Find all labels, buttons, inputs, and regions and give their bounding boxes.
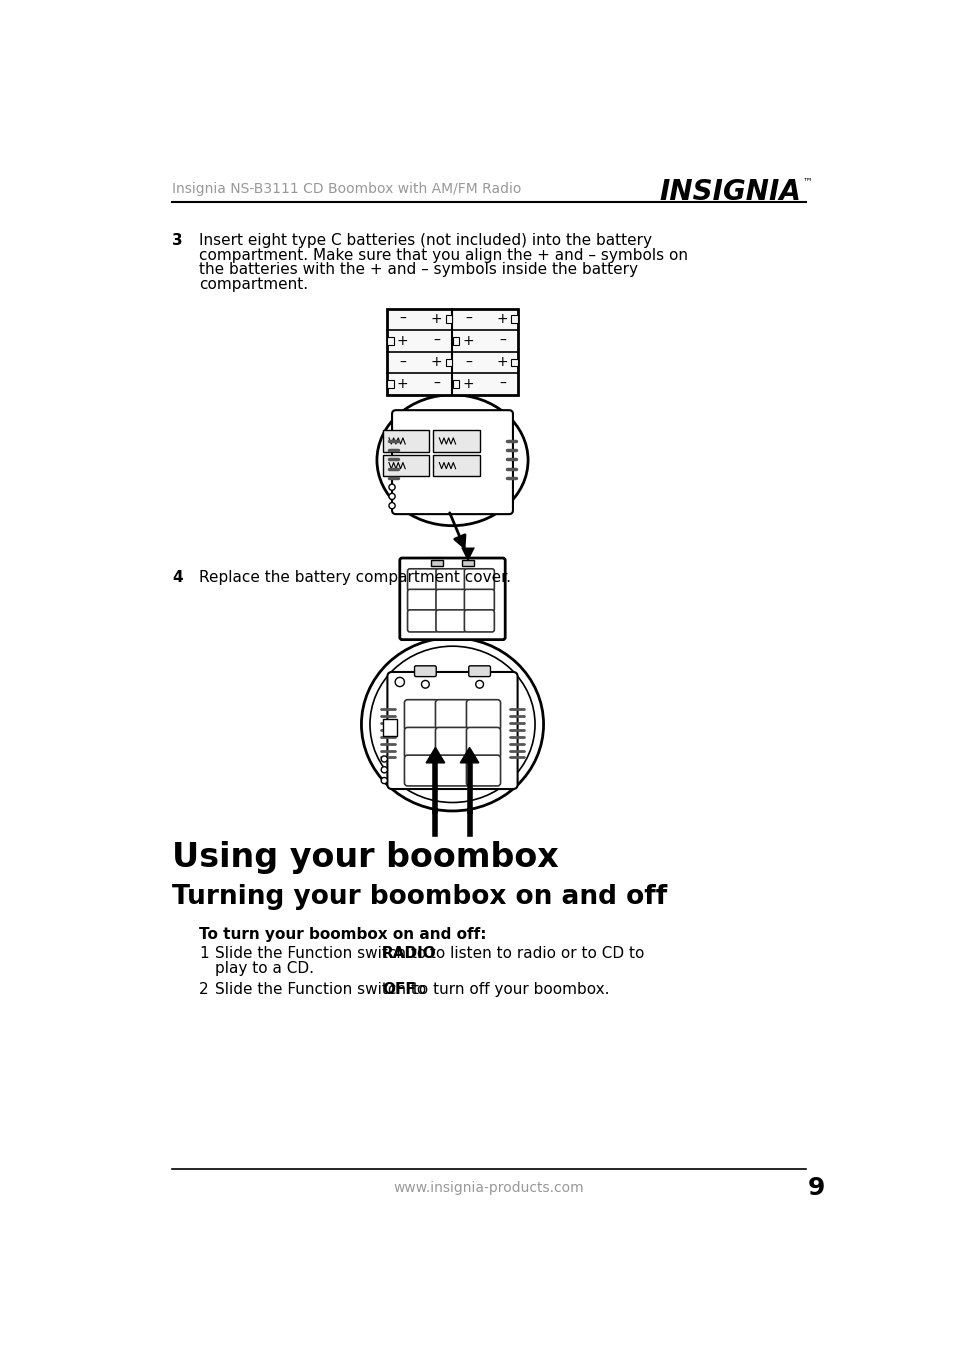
Circle shape [381,767,387,773]
FancyBboxPatch shape [407,569,437,591]
Text: 4: 4 [172,571,182,585]
FancyBboxPatch shape [466,756,500,786]
Bar [382,719,396,735]
Bar [382,454,429,476]
Text: +: + [497,312,508,326]
Bar [445,358,452,366]
FancyBboxPatch shape [436,589,465,611]
FancyBboxPatch shape [404,700,438,730]
Bar [382,430,429,452]
Text: Replace the battery compartment cover.: Replace the battery compartment cover. [199,571,511,585]
Circle shape [381,777,387,784]
Text: +: + [396,377,408,391]
FancyBboxPatch shape [404,756,438,786]
Text: –: – [498,377,505,391]
Bar [461,560,474,566]
Bar [445,315,452,323]
Text: +: + [431,312,442,326]
FancyBboxPatch shape [435,727,469,758]
FancyBboxPatch shape [407,610,437,631]
Polygon shape [426,748,444,763]
Circle shape [389,493,395,499]
Text: play to a CD.: play to a CD. [214,961,314,976]
Text: the batteries with the + and – symbols inside the battery: the batteries with the + and – symbols i… [199,262,638,277]
Text: Turning your boombox on and off: Turning your boombox on and off [172,884,666,910]
Polygon shape [459,748,478,763]
Text: Insert eight type C batteries (not included) into the battery: Insert eight type C batteries (not inclu… [199,233,652,247]
Ellipse shape [361,638,543,811]
Ellipse shape [376,395,528,526]
Bar [387,308,517,395]
Text: to turn off your boombox.: to turn off your boombox. [408,982,609,996]
Text: –: – [433,334,439,347]
FancyBboxPatch shape [435,700,469,730]
Bar [387,380,394,388]
Text: Slide the Function switch to: Slide the Function switch to [214,982,430,996]
Text: –: – [498,334,505,347]
Text: OFF: OFF [381,982,416,996]
Text: compartment.: compartment. [199,277,308,292]
FancyBboxPatch shape [466,727,500,758]
Circle shape [395,677,404,687]
Bar [433,454,479,476]
Bar [453,380,459,388]
FancyBboxPatch shape [466,700,500,730]
Circle shape [476,680,483,688]
Circle shape [421,680,429,688]
Text: 9: 9 [807,1176,824,1199]
Bar [431,560,443,566]
Text: –: – [398,312,406,326]
Text: To turn your boombox on and off:: To turn your boombox on and off: [199,927,486,942]
Bar [453,337,459,345]
Circle shape [389,484,395,491]
FancyBboxPatch shape [415,665,436,676]
Text: ™: ™ [802,177,812,187]
FancyBboxPatch shape [436,610,465,631]
Text: compartment. Make sure that you align the + and – symbols on: compartment. Make sure that you align th… [199,247,687,262]
FancyBboxPatch shape [464,589,494,611]
Text: –: – [433,377,439,391]
Text: 3: 3 [172,233,182,247]
FancyBboxPatch shape [407,589,437,611]
Bar [433,430,479,452]
Text: +: + [497,356,508,369]
Bar [511,315,517,323]
Bar [511,358,517,366]
Text: INSIGNIA: INSIGNIA [659,177,801,206]
Text: 1: 1 [199,946,209,961]
Text: +: + [462,377,474,391]
Ellipse shape [370,646,535,803]
Circle shape [389,503,395,508]
Text: Using your boombox: Using your boombox [172,841,558,875]
Text: +: + [462,334,474,347]
FancyBboxPatch shape [435,756,469,786]
FancyBboxPatch shape [399,558,505,639]
Text: –: – [464,356,472,369]
Text: –: – [464,312,472,326]
Text: +: + [431,356,442,369]
Text: Insignia NS-B3111 CD Boombox with AM/FM Radio: Insignia NS-B3111 CD Boombox with AM/FM … [172,183,520,196]
FancyBboxPatch shape [468,665,490,676]
FancyBboxPatch shape [387,672,517,790]
Text: –: – [398,356,406,369]
FancyBboxPatch shape [404,727,438,758]
FancyBboxPatch shape [464,569,494,591]
Bar [387,337,394,345]
Circle shape [381,756,387,763]
Text: RADIO: RADIO [381,946,436,961]
Text: Slide the Function switch to: Slide the Function switch to [214,946,430,961]
FancyBboxPatch shape [464,610,494,631]
Text: 2: 2 [199,982,209,996]
FancyBboxPatch shape [392,410,513,514]
FancyBboxPatch shape [436,569,465,591]
Text: to listen to radio or to CD to: to listen to radio or to CD to [424,946,643,961]
Text: www.insignia-products.com: www.insignia-products.com [394,1180,583,1195]
Text: +: + [396,334,408,347]
